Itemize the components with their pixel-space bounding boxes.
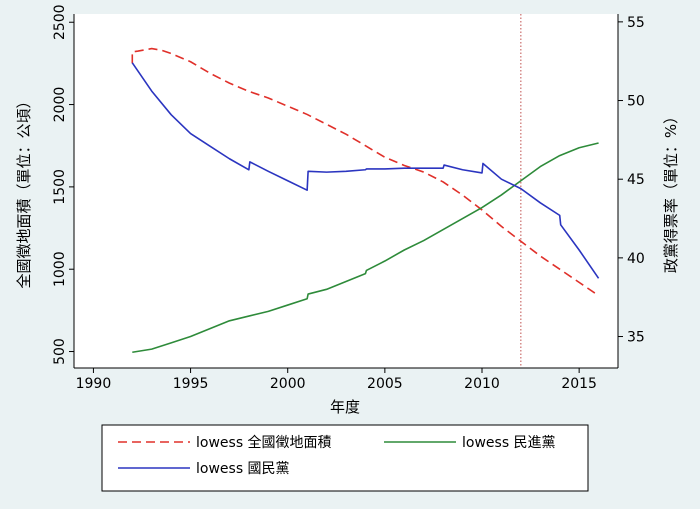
right-y-tick-label-1: 40 [627,251,645,267]
x-axis-title: 年度 [330,398,360,416]
right-y-tick-label-3: 50 [627,94,645,110]
left-y-tick-label-3: 2000 [52,87,68,123]
x-tick-label-4: 2010 [464,376,500,392]
legend-label-kmt: lowess 國民黨 [196,461,290,477]
axes-layer: 1990 1995 2000 2005 2010 2015 500 1000 1500 2000 2… [52,4,645,392]
right-y-tick-label-2: 45 [627,172,645,188]
left-y-tick-label-2: 1500 [52,169,68,205]
right-y-tick-label-0: 35 [627,330,645,346]
series-line-2 [131,62,600,279]
right-y-axis-title: 政黨得票率（單位：%） [662,109,680,273]
legend: lowess 全國徵地面積 lowess 民進黨 lowess 國民黨 [101,424,589,492]
plot-area [74,14,618,368]
series-layer [131,47,600,354]
right-y-tick-label-4: 55 [627,15,645,31]
x-tick-label-2: 2000 [270,376,306,392]
left-y-tick-label-0: 500 [52,338,68,365]
left-y-tick-label-4: 2500 [52,4,68,40]
legend-label-land: lowess 全國徵地面積 [196,434,332,451]
legend-box [101,424,589,492]
left-y-tick-label-1: 1000 [52,251,68,287]
legend-label-dpp: lowess 民進黨 [462,435,556,451]
x-tick-label-0: 1990 [76,376,112,392]
left-y-axis-title: 全國徵地面積（單位：公頃） [15,93,33,288]
x-tick-label-5: 2015 [561,376,597,392]
x-tick-label-3: 2005 [367,376,403,392]
x-tick-label-1: 1995 [173,376,209,392]
series-line-0 [131,47,600,297]
